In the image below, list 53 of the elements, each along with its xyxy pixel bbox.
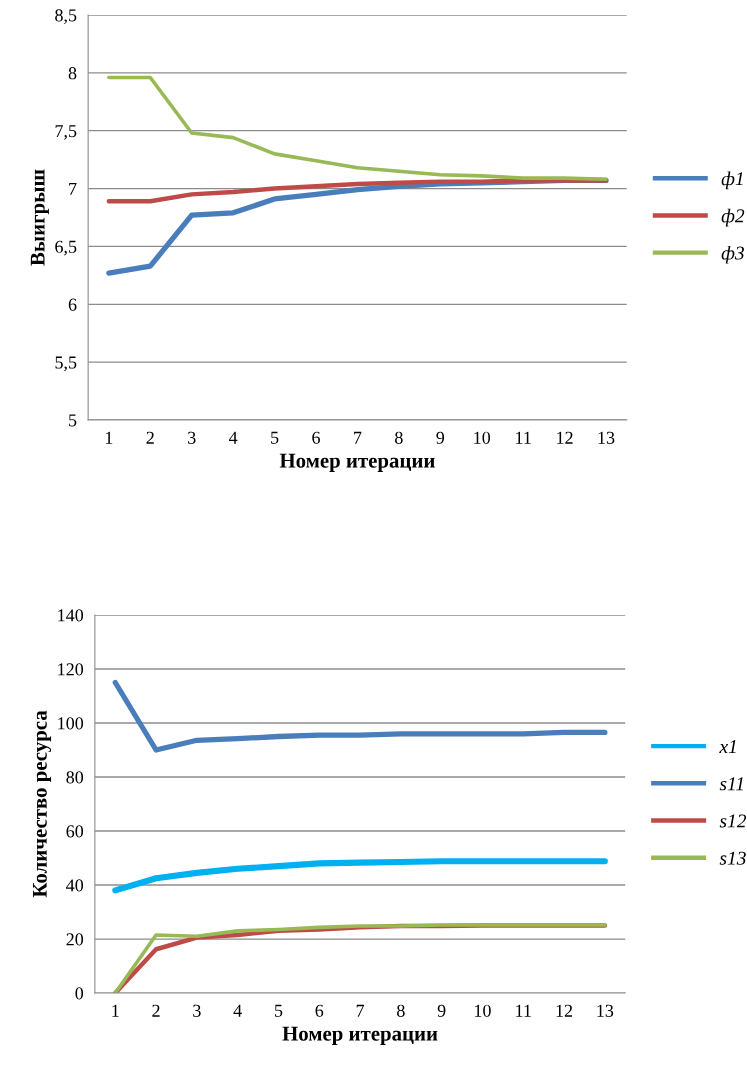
x-tick-label: 4 (233, 1004, 242, 1017)
legend-label: s12 (719, 814, 747, 828)
y-tick-label: 7,5 (55, 125, 77, 140)
legend-label: ф1 (721, 171, 743, 190)
x-tick-label: 4 (228, 431, 238, 444)
x-tick-label: 5 (271, 431, 279, 444)
y-axis-title: Выигрыш (30, 169, 49, 266)
x-tick-label: 12 (556, 1004, 573, 1017)
x-tick-label: 13 (598, 431, 615, 444)
x-tick-label: 6 (312, 431, 320, 444)
x-axis-title: Номер итерации (282, 1026, 438, 1045)
y-tick-label: 8 (68, 67, 77, 80)
y-tick-label: 120 (58, 663, 84, 676)
y-tick-label: 7 (69, 183, 77, 195)
x-tick-label: 8 (397, 1004, 405, 1017)
legend-label: s11 (719, 777, 743, 791)
x-tick-label: 10 (475, 1004, 491, 1017)
y-tick-label: 20 (66, 933, 84, 946)
x-tick-label: 11 (516, 431, 531, 444)
x-tick-label: 7 (356, 1004, 365, 1017)
x-tick-label: 3 (188, 431, 196, 444)
x-tick-label: 6 (315, 1004, 324, 1017)
legend-label: ф3 (721, 245, 744, 264)
x-tick-label: 12 (557, 431, 573, 444)
x-tick-label: 9 (437, 1004, 446, 1017)
x-tick-label: 2 (152, 1004, 160, 1017)
x-tick-label: 13 (597, 1004, 614, 1017)
y-tick-label: 140 (58, 609, 84, 622)
y-tick-label: 5,5 (55, 356, 77, 372)
legend-label: s13 (719, 851, 746, 865)
y-tick-label: 80 (66, 771, 84, 784)
legend-label: x1 (719, 740, 736, 753)
y-tick-label: 100 (58, 717, 84, 730)
y-axis-title: Количество ресурса (32, 710, 52, 898)
y-tick-label: 6,5 (55, 240, 77, 256)
legend-label: ф2 (721, 208, 745, 227)
x-tick-label: 10 (474, 431, 491, 444)
x-tick-label: 11 (516, 1004, 531, 1017)
x-tick-label: 5 (274, 1004, 283, 1017)
y-tick-label: 8,5 (55, 9, 77, 25)
x-tick-label: 2 (146, 431, 154, 444)
x-tick-label: 8 (395, 431, 403, 444)
x-tick-label: 3 (193, 1004, 201, 1017)
y-tick-label: 0 (75, 987, 84, 1000)
x-tick-label: 1 (112, 1004, 119, 1017)
x-tick-label: 9 (436, 431, 445, 444)
x-tick-label: 1 (105, 431, 113, 444)
x-tick-label: 7 (354, 431, 362, 444)
y-tick-label: 40 (66, 879, 84, 892)
y-tick-label: 60 (66, 825, 84, 838)
y-tick-label: 5 (69, 414, 77, 427)
x-axis-title: Номер итерации (279, 453, 435, 472)
y-tick-label: 6 (68, 298, 77, 311)
